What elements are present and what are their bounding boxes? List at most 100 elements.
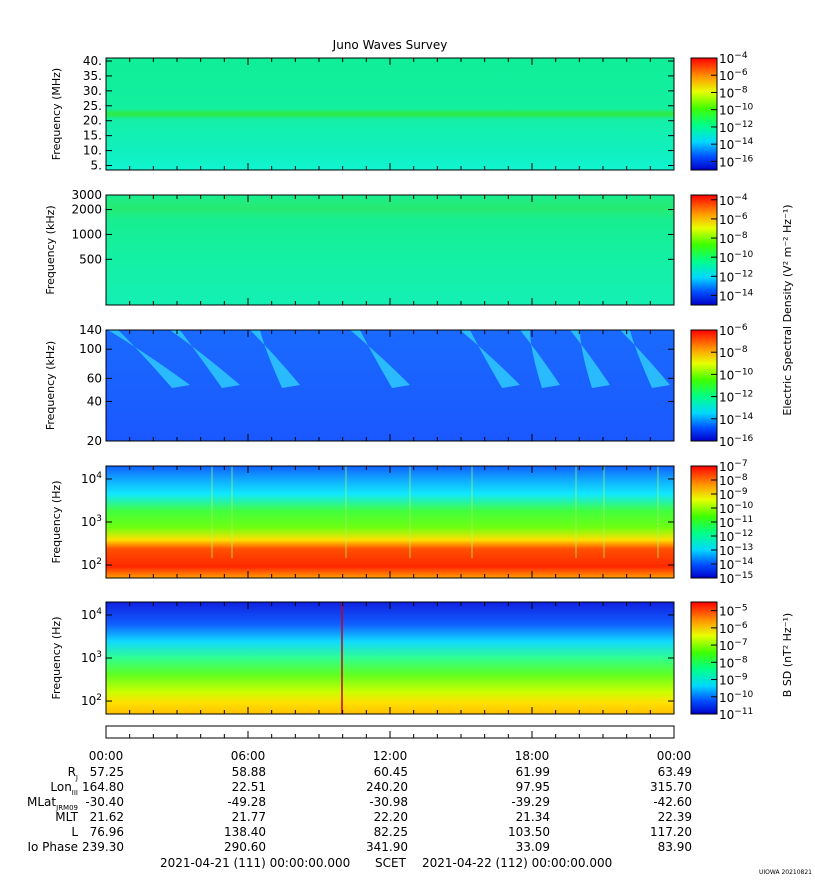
ephem-label-mlt: MLT	[55, 810, 78, 824]
panels-group: 40.35.30.25.20.15.10.5. Frequency (MHz) 10…	[27, 51, 754, 854]
panel-1-heatmap	[106, 58, 674, 170]
ephem-value: 97.95	[516, 780, 550, 794]
colorbar-tick-label: 10−8	[719, 345, 748, 360]
y-tick-label: 2000	[71, 203, 102, 217]
colorbar-2	[690, 194, 718, 306]
ephem-value: 33.09	[516, 840, 550, 854]
y-tick-label: 25.	[83, 99, 102, 113]
ephem-value: -39.29	[511, 795, 550, 809]
ephem-value: -30.40	[85, 795, 124, 809]
y-axis-label: Frequency (Hz)	[50, 617, 63, 700]
ephem-label-io-phase: Io Phase	[27, 840, 78, 854]
y-tick-label: 140	[79, 323, 102, 337]
time-tick-label: 00:00	[657, 749, 692, 763]
colorbar-tick-label: 10−14	[719, 288, 754, 303]
emission-arc	[250, 330, 300, 388]
ephem-value: 22.51	[232, 780, 266, 794]
ephem-value: 21.34	[516, 810, 550, 824]
colorbar-tick-label: 10−9	[719, 673, 748, 688]
panel-4: 104 103 102 Frequency (Hz) 10−710−810−910−10…	[50, 459, 754, 586]
ephem-value: 164.80	[82, 780, 124, 794]
y-tick-label: 30.	[83, 84, 102, 98]
colorbar-tick-label: 10−6	[719, 68, 748, 83]
colorbar-tick-label: 10−8	[719, 473, 748, 488]
footer-right: 2021-04-22 (112) 00:00:00.000	[422, 856, 612, 870]
y-tick-label: 40	[87, 394, 102, 408]
colorbar-tick-label: 10−7	[719, 638, 748, 653]
colorbar-tick-label: 10−10	[719, 103, 754, 118]
colorbar-tick-label: 10−11	[719, 515, 753, 530]
colorbar-tick-label: 10−7	[719, 459, 748, 474]
ephem-value: 57.25	[90, 765, 124, 779]
colorbar-tick-label: 10−16	[719, 154, 754, 169]
ephem-label-loniii: LonIII	[50, 780, 78, 797]
y-tick-label: 20	[87, 434, 102, 448]
colorbar-tick-label: 10−9	[719, 487, 748, 502]
colorbar-tick-label: 10−14	[719, 412, 754, 427]
y-tick-label: 15.	[83, 129, 102, 143]
ephem-value: 290.60	[224, 840, 266, 854]
ephem-value: -42.60	[653, 795, 692, 809]
ephem-value: 315.70	[650, 780, 692, 794]
emission-arc	[108, 330, 190, 388]
ephem-value: 61.99	[516, 765, 550, 779]
y-tick-label: 103	[81, 514, 102, 529]
colorbar-tick-label: 10−6	[719, 621, 748, 636]
panel-4-heatmap	[106, 466, 674, 578]
y-axis-label: Frequency (MHz)	[50, 68, 63, 160]
colorbar-tick-label: 10−8	[719, 85, 748, 100]
panel-1: 40.35.30.25.20.15.10.5. Frequency (MHz) 10…	[50, 51, 754, 173]
colorbar-tick-label: 10−10	[719, 250, 754, 265]
colorbar-tick-label: 10−6	[719, 323, 748, 338]
y-tick-label: 10.	[83, 144, 102, 158]
colorbar-label-electric: Electric Spectral Density (V² m⁻² Hz⁻¹)	[781, 204, 794, 415]
ephem-value: -30.98	[369, 795, 408, 809]
y-axis-label: Frequency (kHz)	[44, 341, 57, 430]
watermark: UIOWA 20210821	[759, 869, 812, 876]
colorbar-tick-label: 10−10	[719, 367, 754, 382]
colorbar-tick-label: 10−15	[719, 571, 753, 586]
emission-arc	[620, 330, 670, 388]
colorbar-tick-label: 10−12	[719, 529, 753, 544]
ephem-value: 22.39	[658, 810, 692, 824]
ephem-value: 103.50	[508, 825, 550, 839]
colorbar-tick-label: 10−4	[719, 51, 748, 66]
ephem-value: 240.20	[366, 780, 408, 794]
y-tick-label: 60	[87, 371, 102, 385]
panel-5-heatmap	[106, 602, 674, 714]
colorbar-tick-label: 10−4	[719, 193, 748, 208]
emission-arc	[170, 330, 240, 388]
ephem-value: 239.30	[82, 840, 124, 854]
panel-3-heatmap	[106, 330, 674, 441]
colorbar-1	[690, 57, 718, 171]
y-tick-label: 102	[81, 557, 102, 572]
colorbar-tick-label: 10−11	[719, 707, 753, 722]
footer-mid: SCET	[375, 856, 407, 870]
y-tick-label: 100	[79, 342, 102, 356]
y-tick-label: 103	[81, 650, 102, 665]
colorbar-tick-label: 10−14	[719, 557, 754, 572]
ephem-value: 22.20	[374, 810, 408, 824]
y-tick-label: 102	[81, 693, 102, 708]
panel-2-heatmap	[106, 195, 674, 305]
ephem-value: 21.77	[232, 810, 266, 824]
y-tick-label: 3000	[71, 188, 102, 202]
colorbar-tick-label: 10−10	[719, 690, 754, 705]
colorbar-tick-label: 10−12	[719, 390, 753, 405]
y-tick-label: 104	[81, 471, 102, 486]
colorbar-tick-label: 10−5	[719, 604, 748, 619]
ephem-label-l: L	[71, 825, 78, 839]
y-tick-label: 40.	[83, 54, 102, 68]
colorbar-tick-label: 10−13	[719, 543, 753, 558]
ephem-value: 82.25	[374, 825, 408, 839]
panel-5: 104 103 102 Frequency (Hz) 10−5 10−6 10−7 10−8 1…	[50, 601, 754, 722]
colorbar-tick-label: 10−8	[719, 655, 748, 670]
ephem-value: 60.45	[374, 765, 408, 779]
footer-left: 2021-04-21 (111) 00:00:00.000	[160, 856, 350, 870]
emission-arc	[520, 330, 560, 388]
time-axis: 00:00 06:00 12:00 18:00 00:00 RJ 57.25 58.88 60.…	[27, 725, 692, 854]
time-tick-label: 06:00	[231, 749, 266, 763]
